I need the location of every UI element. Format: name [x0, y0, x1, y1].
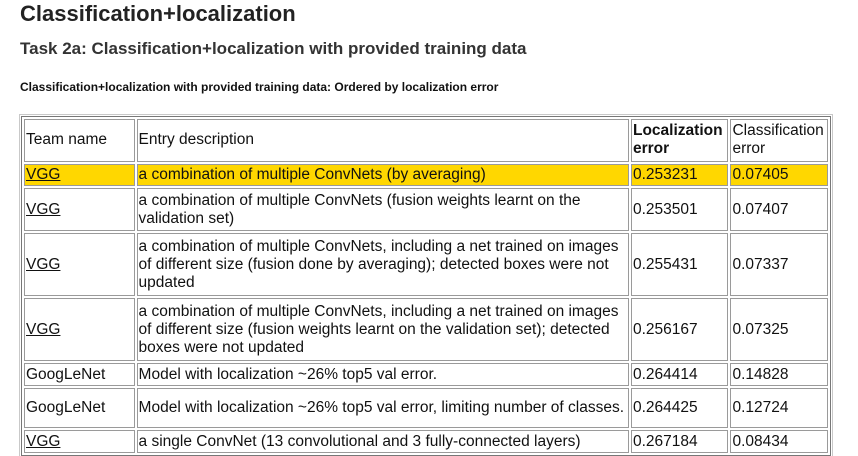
localization-error-cell: 0.264425 [631, 387, 729, 429]
classification-error-cell: 0.07325 [730, 298, 828, 362]
localization-error-cell: 0.267184 [631, 430, 729, 453]
classification-error-header: Classification error [730, 119, 828, 162]
table-caption: Classification+localization with provide… [20, 80, 499, 94]
team-name-header: Team name [24, 119, 135, 162]
localization-error-cell: 0.253501 [631, 188, 729, 231]
results-table: Team name Entry description Localization… [19, 114, 833, 456]
localization-error-cell: 0.264414 [631, 363, 729, 386]
table-row: VGG a combination of multiple ConvNets (b… [24, 163, 828, 187]
entry-description-header: Entry description [136, 119, 629, 162]
team-link[interactable]: VGG [26, 200, 61, 218]
team-name-cell: GoogLeNet [24, 387, 135, 429]
team-link[interactable]: VGG [26, 255, 61, 273]
classification-error-cell: 0.07407 [730, 188, 828, 231]
classification-error-cell: 0.08434 [730, 430, 828, 453]
team-name-cell: VGG [24, 163, 135, 187]
entry-description-cell: a single ConvNet (13 convolutional and 3… [136, 430, 629, 453]
table-row: VGG a combination of multiple ConvNets (f… [24, 188, 828, 231]
table-row: VGG a combination of multiple ConvNets, i… [24, 233, 828, 297]
team-name-cell: VGG [24, 430, 135, 453]
entry-description-cell: Model with localization ~26% top5 val er… [136, 363, 629, 386]
team-name: GoogLeNet [26, 399, 106, 417]
entry-description-cell: a combination of multiple ConvNets (by a… [136, 163, 629, 187]
classification-error-cell: 0.14828 [730, 363, 828, 386]
team-link[interactable]: VGG [26, 432, 61, 450]
table-row: GoogLeNet Model with localization ~26% to… [24, 363, 828, 386]
entry-description-cell: a combination of multiple ConvNets, incl… [136, 298, 629, 362]
team-link[interactable]: VGG [26, 320, 61, 338]
localization-error-cell: 0.256167 [631, 298, 729, 362]
entry-description-cell: a combination of multiple ConvNets (fusi… [136, 188, 629, 231]
task-subtitle: Task 2a: Classification+localization wit… [20, 39, 527, 58]
table-row: VGG a single ConvNet (13 convolutional an… [24, 430, 828, 453]
table-row: VGG a combination of multiple ConvNets, i… [24, 298, 828, 362]
team-name: GoogLeNet [26, 365, 106, 383]
localization-error-header: Localization error [631, 119, 729, 162]
team-name-cell: VGG [24, 188, 135, 231]
page-title: Classification+localization [20, 1, 296, 26]
team-name-cell: VGG [24, 233, 135, 297]
localization-error-cell: 0.255431 [631, 233, 729, 297]
table-row: GoogLeNet Model with localization ~26% to… [24, 387, 828, 429]
localization-error-cell: 0.253231 [631, 163, 729, 187]
header-row: Team name Entry description Localization… [24, 119, 828, 162]
classification-error-cell: 0.07405 [730, 163, 828, 187]
entry-description-cell: Model with localization ~26% top5 val er… [136, 387, 629, 429]
team-name-cell: GoogLeNet [24, 363, 135, 386]
classification-error-cell: 0.12724 [730, 387, 828, 429]
team-name-cell: VGG [24, 298, 135, 362]
classification-error-cell: 0.07337 [730, 233, 828, 297]
entry-description-cell: a combination of multiple ConvNets, incl… [136, 233, 629, 297]
team-link[interactable]: VGG [26, 165, 61, 183]
